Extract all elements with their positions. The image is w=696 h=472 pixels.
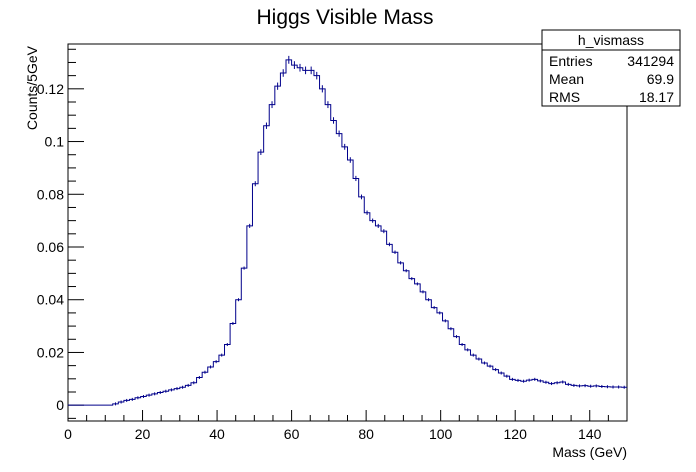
x-tick-label: 0 (64, 426, 72, 442)
y-axis-label: Counts/5GeV (24, 45, 40, 130)
stats-box: h_vismass Entries 341294 Mean 69.9 RMS 1… (541, 29, 681, 107)
stats-rms-label: RMS (549, 89, 580, 105)
stats-rms-value: 18.17 (639, 89, 674, 105)
y-tick-label: 0.06 (37, 239, 64, 255)
y-tick-label: 0.08 (37, 186, 64, 202)
chart-title: Higgs Visible Mass (256, 6, 433, 29)
histogram-outline (68, 59, 627, 406)
y-tick-label: 0 (56, 397, 64, 413)
stats-mean-label: Mean (549, 71, 584, 87)
x-tick-label: 80 (358, 426, 374, 442)
x-axis-label: Mass (GeV) (552, 444, 627, 460)
histogram-series (68, 55, 627, 406)
y-tick-label: 0.02 (37, 344, 64, 360)
x-tick-label: 100 (429, 426, 453, 442)
x-tick-label: 120 (504, 426, 528, 442)
y-tick-label: 0.1 (45, 134, 65, 150)
stats-histogram-name: h_vismass (578, 32, 644, 48)
stats-box-border (541, 29, 681, 107)
x-tick-label: 140 (578, 426, 602, 442)
x-tick-label: 60 (284, 426, 300, 442)
y-tick-label: 0.12 (37, 81, 64, 97)
y-tick-label: 0.04 (37, 292, 64, 308)
stats-entries-value: 341294 (627, 53, 674, 69)
x-tick-label: 40 (209, 426, 225, 442)
y-axis-ticks: 0 0.02 0.04 0.06 0.08 0.1 0.12 (37, 48, 84, 419)
x-tick-label: 20 (135, 426, 151, 442)
x-axis-ticks: 0 20 40 60 80 100 120 140 (64, 410, 628, 442)
stats-entries-label: Entries (549, 53, 593, 69)
stats-mean-value: 69.9 (647, 71, 674, 87)
